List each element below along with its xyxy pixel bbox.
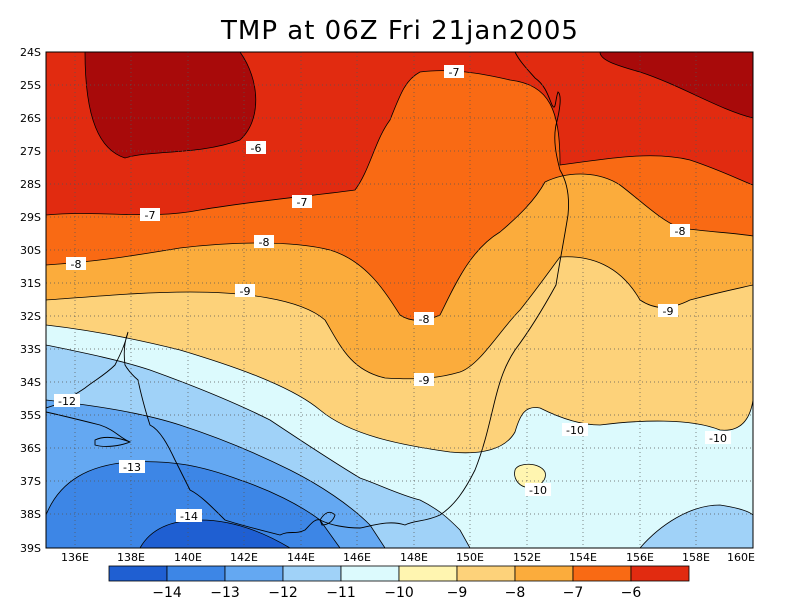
lat-label: 33S (20, 343, 41, 356)
contour-label: -9 (658, 304, 678, 318)
lat-label: 30S (20, 244, 41, 257)
band-warmest-west (85, 52, 256, 158)
contour-label: -9 (414, 373, 434, 387)
contour-label: -12 (54, 394, 80, 408)
lat-label: 26S (20, 112, 41, 125)
lat-label: 25S (20, 79, 41, 92)
colorbar-label: −6 (621, 585, 642, 600)
lon-label: 140E (174, 551, 202, 564)
lon-label: 156E (626, 551, 654, 564)
lon-label: 160E (727, 551, 755, 564)
lat-label: 29S (20, 211, 41, 224)
colorbar-label: −7 (563, 585, 584, 600)
plot-frame (45, 51, 754, 549)
coastline (46, 52, 569, 536)
latitude-axis: 24S 25S 26S 27S 28S 29S 30S 31S 32S 33S … (20, 46, 41, 555)
contour-label: -8 (66, 257, 86, 271)
colorbar-swatch (166, 565, 226, 582)
svg-text:-7: -7 (145, 209, 156, 222)
colorbar: −14 −13 −12 −11 −10 −9 −8 −7 −6 (108, 565, 690, 600)
svg-text:-8: -8 (675, 225, 686, 238)
lat-label: 35S (20, 409, 41, 422)
svg-text:-14: -14 (180, 510, 198, 523)
filled-contours (46, 52, 753, 548)
svg-text:-8: -8 (259, 236, 270, 249)
colorbar-swatch (572, 565, 632, 582)
lon-label: 142E (230, 551, 258, 564)
lat-label: 37S (20, 475, 41, 488)
map-title: TMP at 06Z Fri 21jan2005 (221, 16, 579, 46)
svg-text:-12: -12 (58, 395, 76, 408)
contour-label: -8 (414, 312, 434, 326)
contour-label: -6 (246, 141, 266, 155)
lon-label: 152E (513, 551, 541, 564)
svg-text:-10: -10 (529, 484, 547, 497)
lat-label: 34S (20, 376, 41, 389)
band-coldest (140, 520, 290, 548)
svg-text:-9: -9 (240, 285, 251, 298)
colorbar-label: −14 (152, 585, 182, 600)
contour-label: -10 (562, 423, 588, 437)
colorbar-swatch (108, 565, 168, 582)
colorbar-swatch (630, 565, 690, 582)
contour-label: -10 (525, 483, 551, 497)
svg-text:-10: -10 (709, 432, 727, 445)
svg-text:-9: -9 (663, 305, 674, 318)
colorbar-label: −12 (268, 585, 298, 600)
lon-label: 138E (117, 551, 145, 564)
svg-text:-8: -8 (419, 313, 430, 326)
contour-label: -13 (119, 460, 145, 474)
gridlines (46, 52, 753, 548)
colorbar-swatch (282, 565, 342, 582)
colorbar-swatch (224, 565, 284, 582)
lon-label: 144E (287, 551, 315, 564)
svg-text:-10: -10 (566, 424, 584, 437)
contour-label: -7 (140, 208, 160, 222)
lat-label: 39S (20, 542, 41, 555)
contour-label: -10 (705, 431, 731, 445)
lon-label: 136E (61, 551, 89, 564)
lon-label: 148E (400, 551, 428, 564)
contour-label: -7 (444, 65, 464, 79)
svg-text:-9: -9 (419, 374, 430, 387)
longitude-axis: 136E 138E 140E 142E 144E 146E 148E 150E … (61, 551, 755, 564)
lat-label: 28S (20, 178, 41, 191)
contour-label: -8 (670, 224, 690, 238)
closed-blob (514, 464, 546, 488)
lat-label: 32S (20, 310, 41, 323)
band-southeast-pocket (640, 505, 753, 548)
colorbar-swatch (398, 565, 458, 582)
svg-text:-6: -6 (251, 142, 262, 155)
contour-label-layer: -7 -6 -7 -7 -8 -8 -8 -9 -8 -9 -9 -12 -10… (54, 65, 731, 523)
contour-label: -9 (235, 284, 255, 298)
colorbar-label: −11 (326, 585, 356, 600)
colorbar-label: −13 (210, 585, 240, 600)
contour-label: -14 (176, 509, 202, 523)
contour-label: -7 (292, 195, 312, 209)
contour-label: -8 (254, 235, 274, 249)
band-minus14-minus13 (46, 461, 340, 548)
band-warmest-east (600, 52, 753, 118)
colorbar-swatch (456, 565, 516, 582)
colorbar-swatch (340, 565, 400, 582)
svg-text:-8: -8 (71, 258, 82, 271)
contour-lines (46, 52, 753, 548)
colorbar-label: −10 (384, 585, 414, 600)
lon-label: 146E (343, 551, 371, 564)
lon-label: 158E (682, 551, 710, 564)
lon-label: 154E (569, 551, 597, 564)
colorbar-label: −8 (505, 585, 526, 600)
lat-label: 31S (20, 277, 41, 290)
svg-text:-13: -13 (123, 461, 141, 474)
colorbar-swatch (514, 565, 574, 582)
lat-label: 24S (20, 46, 41, 59)
lat-label: 38S (20, 508, 41, 521)
svg-text:-7: -7 (297, 196, 308, 209)
lat-label: 27S (20, 145, 41, 158)
colorbar-label: −9 (447, 585, 468, 600)
svg-text:-7: -7 (449, 66, 460, 79)
lon-label: 150E (456, 551, 484, 564)
lat-label: 36S (20, 442, 41, 455)
